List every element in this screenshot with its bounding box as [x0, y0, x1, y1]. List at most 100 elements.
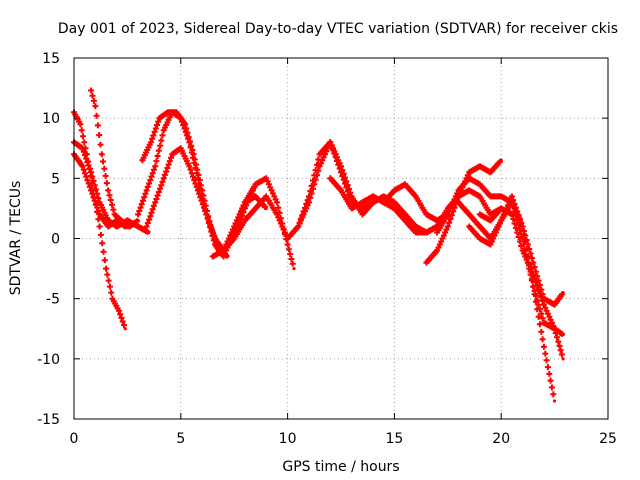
data-point: [80, 146, 85, 150]
data-point: [488, 212, 493, 217]
data-point: [403, 182, 407, 186]
data-point: [424, 230, 429, 235]
data-point: [360, 212, 364, 217]
data-point: [93, 104, 97, 108]
data-point: [561, 333, 565, 337]
x-tick-label: 10: [279, 431, 297, 447]
data-point: [119, 218, 123, 223]
data-point: [243, 218, 247, 223]
data-series-layer: [71, 87, 565, 403]
data-point: [478, 236, 482, 241]
data-point: [275, 212, 279, 217]
axis-ticks: 0 5 10 15 20 25 -15 -10 -5 0 5 10 15: [37, 51, 617, 447]
plot-frame: [73, 57, 609, 420]
data-point: [467, 212, 471, 217]
data-point: [520, 236, 525, 241]
y-tick-label: 5: [51, 171, 60, 187]
data-point: [467, 188, 471, 192]
data-point: [478, 194, 482, 198]
data-point: [392, 200, 396, 204]
data-point: [478, 182, 482, 186]
data-point: [371, 194, 375, 198]
data-point: [531, 273, 535, 277]
data-point: [424, 260, 429, 265]
series-arc-8: [209, 175, 296, 271]
data-point: [318, 152, 322, 156]
data-point: [292, 266, 296, 271]
data-point: [542, 303, 546, 307]
data-point: [414, 224, 418, 229]
data-point: [127, 224, 132, 229]
series-markers: [143, 145, 258, 254]
data-point: [112, 212, 117, 217]
data-point: [232, 236, 236, 241]
data-point: [435, 230, 439, 235]
data-point: [296, 224, 300, 229]
data-point: [187, 164, 191, 168]
data-point: [561, 357, 565, 361]
data-point: [467, 170, 471, 174]
x-tick-label: 0: [70, 431, 79, 447]
data-point: [488, 194, 493, 198]
data-point: [488, 170, 493, 174]
data-point: [382, 194, 386, 198]
data-point: [232, 224, 236, 229]
data-point: [166, 110, 170, 114]
y-tick-label: 10: [42, 111, 60, 127]
series-arc-16: [466, 193, 557, 403]
data-point: [89, 88, 93, 93]
data-point: [140, 158, 144, 162]
series-arc-4: [88, 87, 140, 230]
data-point: [488, 242, 493, 247]
data-point: [382, 200, 386, 204]
data-point: [553, 399, 557, 403]
data-point: [98, 224, 102, 229]
data-point: [221, 254, 226, 259]
data-point: [221, 248, 226, 253]
data-point: [136, 212, 140, 217]
data-point: [149, 140, 153, 144]
x-tick-label: 15: [385, 431, 403, 447]
y-tick-label: -15: [37, 412, 60, 428]
data-point: [286, 236, 290, 241]
data-point: [117, 309, 121, 313]
data-point: [542, 321, 546, 325]
data-point: [478, 224, 482, 229]
y-tick-label: 15: [42, 51, 60, 67]
data-point: [98, 212, 102, 217]
data-point: [350, 206, 354, 211]
data-point: [520, 224, 525, 229]
data-point: [106, 188, 110, 192]
data-point: [253, 206, 258, 211]
data-point: [360, 200, 364, 204]
data-point: [264, 206, 268, 211]
data-point: [78, 122, 83, 126]
y-tick-label: 0: [51, 232, 60, 248]
data-point: [328, 140, 332, 144]
data-point: [136, 224, 140, 229]
grid-lines: [74, 58, 608, 419]
series-markers: [434, 175, 565, 308]
data-point: [104, 266, 108, 271]
data-point: [520, 248, 525, 253]
data-point: [456, 188, 461, 192]
data-point: [307, 200, 311, 204]
data-point: [145, 224, 149, 229]
data-point: [243, 200, 247, 204]
x-tick-label: 20: [492, 431, 510, 447]
data-point: [339, 188, 343, 192]
chart-title: Day 001 of 2023, Sidereal Day-to-day VTE…: [58, 21, 618, 37]
data-point: [531, 285, 535, 289]
data-point: [147, 230, 151, 235]
data-point: [162, 176, 166, 180]
x-tick-label: 25: [599, 431, 617, 447]
data-point: [328, 176, 332, 180]
data-point: [478, 212, 482, 217]
data-point: [446, 224, 450, 229]
data-point: [350, 194, 354, 198]
data-point: [80, 164, 85, 168]
data-point: [196, 188, 200, 192]
data-point: [392, 188, 396, 192]
data-point: [371, 200, 375, 204]
